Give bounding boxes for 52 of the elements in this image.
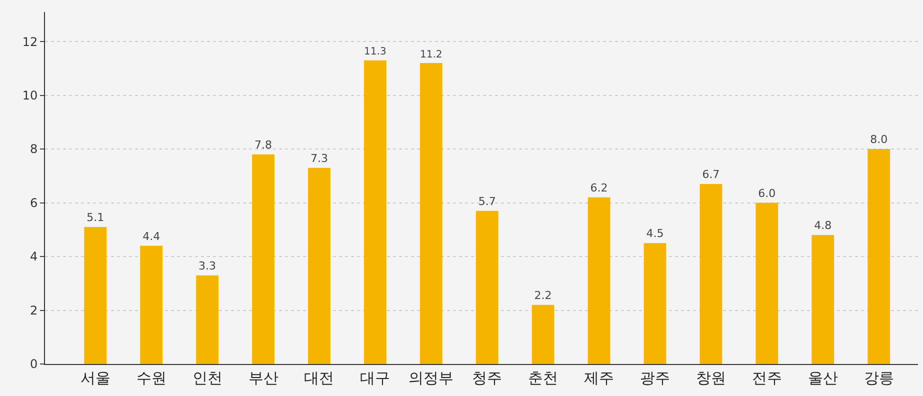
data-label: 2.2 [534,288,552,302]
y-tick-label: 4 [30,250,38,264]
data-label: 4.5 [646,227,664,240]
y-tick-label: 8 [30,142,38,156]
y-tick-label: 2 [30,303,38,318]
bar [812,235,834,364]
bar [756,202,778,364]
data-label: 6.7 [702,168,720,181]
x-tick-label: 청주 [472,369,502,387]
data-label: 7.3 [310,152,328,165]
y-tick-label: 12 [22,34,38,49]
bar [308,168,330,364]
bar [476,210,498,364]
x-tick-label: 제주 [584,369,614,387]
y-tick-label: 10 [22,88,38,102]
x-tick-label: 춘천 [528,369,558,387]
x-tick-label: 인천 [192,369,222,387]
x-tick-label: 울산 [808,369,838,387]
x-tick-label: 전주 [752,369,782,387]
bar [700,184,722,364]
data-label: 7.8 [254,138,272,152]
bar [868,149,890,364]
data-label: 4.4 [142,230,160,243]
x-tick-label: 강릉 [864,369,894,387]
data-label: 4.8 [814,219,832,232]
data-label: 8.0 [870,133,888,146]
bar [588,197,610,364]
x-tick-label: 의정부 [408,369,454,387]
data-label: 5.1 [86,210,104,224]
bar [644,243,666,364]
y-tick-label: 0 [30,357,38,372]
y-tick-label: 6 [30,196,38,210]
x-tick-label: 창원 [696,369,726,387]
data-label: 11.2 [420,49,442,60]
data-label: 11.3 [364,46,386,58]
x-tick-label: 대구 [360,369,390,387]
data-label: 5.7 [478,194,496,208]
bar [252,154,274,364]
bar [84,226,107,364]
data-label: 6.2 [590,181,608,194]
x-tick-label: 부산 [248,369,278,387]
x-tick-label: 서울 [80,369,110,387]
bar [420,63,442,364]
data-label: 6.0 [758,186,776,200]
bar [196,275,218,364]
bar [140,246,163,364]
data-label: 3.3 [198,259,216,272]
x-tick-label: 대전 [304,369,334,387]
bar [364,60,386,364]
x-tick-label: 광주 [640,369,670,387]
x-tick-label: 수원 [136,369,166,387]
bar [532,304,554,364]
